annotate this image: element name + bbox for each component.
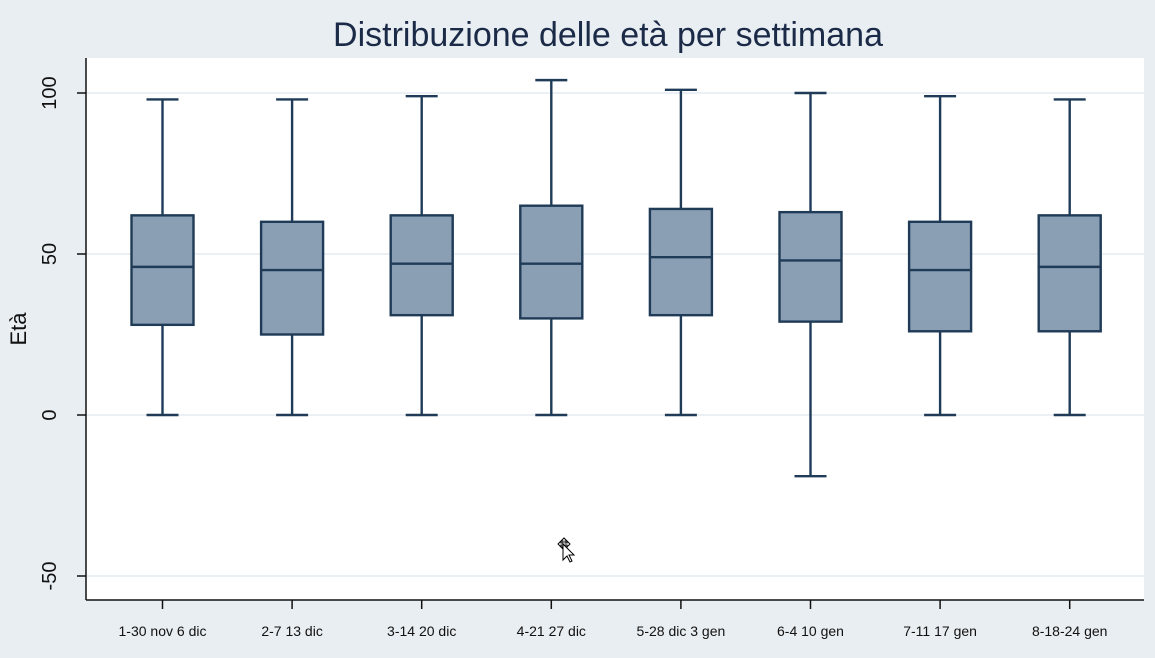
- box-group: [907, 95, 973, 417]
- x-ticks: 1-30 nov 6 dic 2-7 13 dic 3-14 20 dic 4-21 …: [119, 600, 1108, 639]
- y-tick-label: -50: [39, 562, 61, 591]
- x-tick-label: 6-4 10 gen: [777, 623, 844, 639]
- y-tick-label: 50: [39, 243, 61, 265]
- iqr-box: [907, 220, 973, 333]
- y-tick-label: 0: [39, 409, 61, 420]
- x-tick-label: 2-7 13 dic: [261, 623, 322, 639]
- iqr-box: [130, 214, 195, 327]
- x-tick-label: 1-30 nov 6 dic: [119, 623, 207, 639]
- chart-title: Distribuzione delle età per settimana: [333, 16, 883, 54]
- x-tick-label: 5-28 dic 3 gen: [637, 623, 726, 639]
- box-group: [648, 88, 714, 417]
- x-tick-label: 8-18-24 gen: [1032, 623, 1108, 639]
- y-tick-label: 100: [39, 76, 61, 109]
- box-group: [1037, 98, 1102, 417]
- box-group: [519, 78, 584, 417]
- iqr-box: [648, 207, 714, 317]
- iqr-box: [1037, 214, 1102, 333]
- y-ticks: -50 0 50 100: [39, 76, 86, 590]
- iqr-box: [259, 220, 325, 336]
- box-group: [778, 91, 843, 478]
- x-tick-label: 4-21 27 dic: [517, 623, 586, 639]
- box-group: [130, 98, 195, 417]
- iqr-box: [519, 204, 584, 320]
- box-group: [259, 98, 325, 417]
- y-axis-label: Età: [6, 312, 31, 346]
- box-group: [389, 95, 454, 417]
- x-tick-label: 7-11 17 gen: [903, 623, 977, 639]
- iqr-box: [778, 210, 843, 323]
- iqr-box: [389, 214, 454, 317]
- x-tick-label: 3-14 20 dic: [387, 623, 456, 639]
- boxes-layer: [130, 78, 1102, 478]
- move-cursor-icon: [557, 537, 576, 563]
- axes: [85, 58, 1144, 601]
- plot-area: [86, 58, 1144, 600]
